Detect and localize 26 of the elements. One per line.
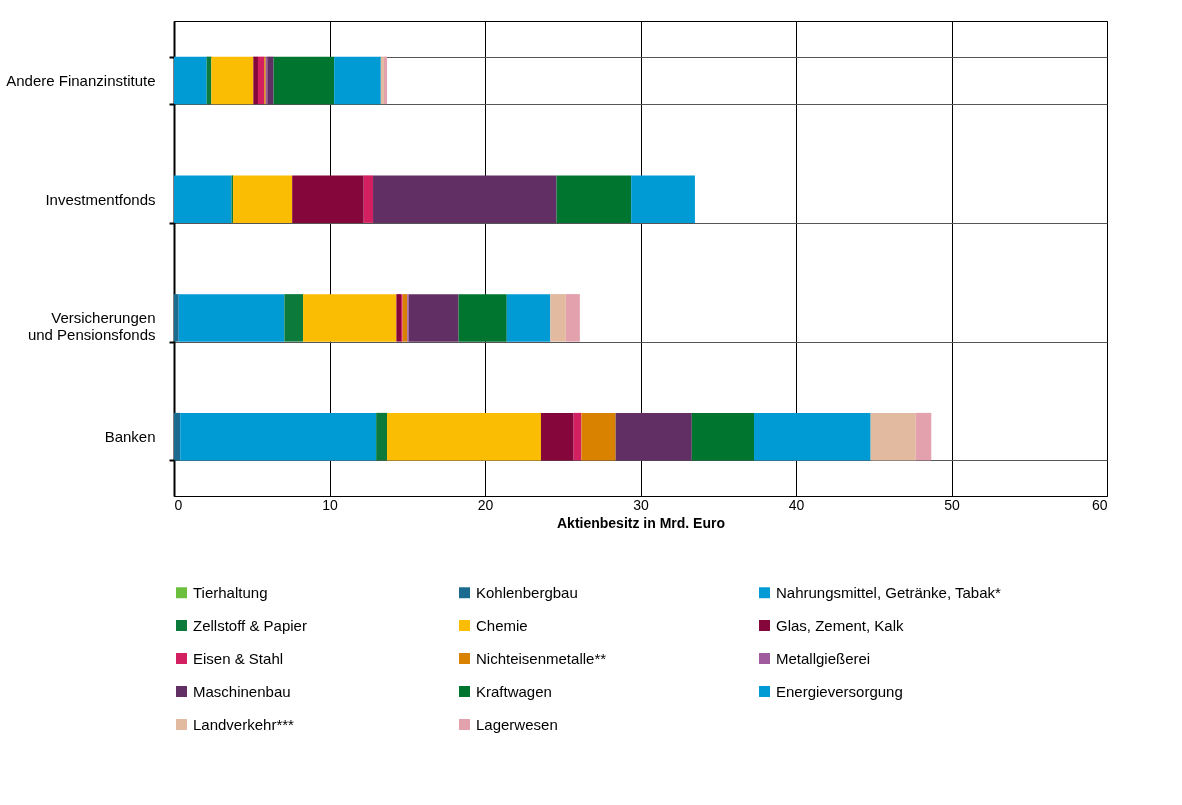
- legend-label: Kohlenbergbau: [476, 583, 578, 601]
- legend-label: Metallgießerei: [776, 649, 871, 667]
- x-tick-label: 50: [944, 496, 960, 513]
- x-tick-label: 40: [788, 496, 805, 513]
- legend-label: Chemie: [476, 616, 528, 634]
- legend-label: Lagerwesen: [476, 715, 558, 733]
- y-tick-label: Investmentfonds: [45, 190, 156, 208]
- x-tick-label: 60: [1091, 496, 1108, 513]
- x-axis-title: Aktienbesitz in Mrd. Euro: [556, 514, 726, 531]
- legend-label: Energieversorgung: [776, 682, 903, 700]
- x-tick-label: 0: [174, 496, 183, 513]
- legend-label: Eisen & Stahl: [193, 649, 284, 667]
- legend-label: Kraftwagen: [476, 682, 552, 700]
- x-tick-label: 10: [322, 496, 338, 513]
- legend-label: Glas, Zement, Kalk: [776, 616, 905, 634]
- legend-label: Zellstoff & Papier: [193, 616, 307, 634]
- y-tick-label: Banken: [104, 428, 156, 446]
- legend-label: Maschinenbau: [193, 682, 291, 700]
- x-tick-label: 30: [633, 496, 649, 513]
- legend-label: Tierhaltung: [193, 583, 268, 601]
- y-tick-label: Andere Finanzinstitute: [6, 71, 156, 89]
- y-tick-label: Versicherungen und Pensionsfonds: [27, 309, 156, 344]
- legend-label: Nichteisenmetalle**: [476, 649, 607, 667]
- legend-label: Landverkehr***: [193, 715, 295, 733]
- x-tick-label: 20: [477, 496, 494, 513]
- legend-label: Nahrungsmittel, Getränke, Tabak*: [776, 583, 1001, 601]
